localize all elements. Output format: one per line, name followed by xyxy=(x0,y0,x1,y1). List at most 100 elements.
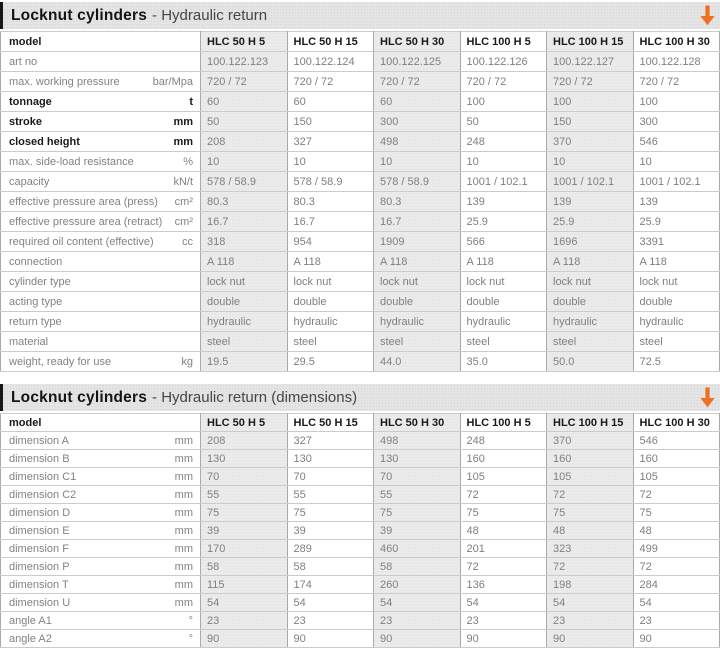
spec-value: 72 xyxy=(546,485,634,504)
spec-value: 208 xyxy=(200,431,288,450)
spec-row-unit: cm² xyxy=(174,215,193,228)
table-row: tonnage t 60 60 60 100 100 100 xyxy=(0,91,720,112)
table-row: return type hydraulic hydraulic hydraulic hy… xyxy=(0,311,720,332)
spec-row-label-cell: return type xyxy=(0,311,201,332)
spec-value: A 118 xyxy=(546,251,634,272)
table-row: weight, ready for use kg 19.5 29.5 44.0 35.0 5… xyxy=(0,351,720,372)
spec-value: 48 xyxy=(459,521,547,540)
spec-value: 566 xyxy=(459,231,547,252)
spec-row-label: dimension E xyxy=(9,524,70,537)
spec-value: 208 xyxy=(200,131,288,152)
spec-value: 327 xyxy=(286,131,374,152)
spec-value: 100.122.126 xyxy=(459,51,547,72)
spec-row-label: model xyxy=(9,35,42,48)
spec-row-label-cell: dimension D mm xyxy=(0,503,201,522)
spec-row-unit: mm xyxy=(174,452,193,465)
spec-value: 198 xyxy=(546,575,634,594)
download-arrow-icon[interactable] xyxy=(700,387,715,408)
model-column-header: HLC 50 H 5 xyxy=(200,31,288,52)
header-row: model HLC 50 H 5 HLC 50 H 15 HLC 50 H 30 HLC… xyxy=(0,413,720,432)
table-row: connection A 118 A 118 A 118 A 118 A 118 A 118 xyxy=(0,251,720,272)
table-row: capacity kN/t 578 / 58.9 578 / 58.9 578 / 58… xyxy=(0,171,720,192)
spec-row-label: material xyxy=(9,335,49,348)
spec-row-label-cell: dimension A mm xyxy=(0,431,201,450)
spec-row-label: dimension T xyxy=(9,578,69,591)
spec-value: 10 xyxy=(459,151,547,172)
table-row: dimension C2 mm 55 55 55 72 72 72 xyxy=(0,485,720,504)
pressure-spec-section: Locknut cylinders - Hydraulic return mod… xyxy=(0,2,720,372)
model-column-header: HLC 50 H 15 xyxy=(286,31,374,52)
download-arrow-icon[interactable] xyxy=(700,5,715,26)
dimensions-section: Locknut cylinders - Hydraulic return (di… xyxy=(0,384,720,648)
model-column-header: HLC 50 H 30 xyxy=(373,413,461,432)
spec-row-label: art no xyxy=(9,55,38,68)
table-row: effective pressure area (press) cm² 80.3 80… xyxy=(0,191,720,212)
model-column-header: HLC 50 H 30 xyxy=(373,31,461,52)
spec-value: A 118 xyxy=(200,251,288,272)
spec-value: 1696 xyxy=(546,231,634,252)
table-row: required oil content (effective) cc 318 954… xyxy=(0,231,720,252)
spec-row-label: closed height xyxy=(9,135,80,148)
section-title: Locknut cylinders xyxy=(11,6,148,24)
spec-value: 19.5 xyxy=(200,351,288,372)
dimensions-table-title-bar: Locknut cylinders - Hydraulic return (di… xyxy=(0,384,720,411)
spec-value: 248 xyxy=(459,131,547,152)
spec-value: A 118 xyxy=(373,251,461,272)
spec-row-label: angle A1 xyxy=(9,614,52,627)
spec-row-label-cell: effective pressure area (retract) cm² xyxy=(0,211,201,232)
spec-value: 75 xyxy=(200,503,288,522)
spec-row-unit: % xyxy=(183,155,193,168)
table-header: model HLC 50 H 5 HLC 50 H 15 HLC 50 H 30 HLC… xyxy=(0,413,720,432)
spec-value: 72 xyxy=(632,557,720,576)
table-row: max. working pressure bar/Mpa 720 / 72 720 … xyxy=(0,71,720,92)
table-row: material steel steel steel steel steel steel xyxy=(0,331,720,352)
spec-value: 10 xyxy=(546,151,634,172)
spec-value: 546 xyxy=(632,431,720,450)
spec-value: 72 xyxy=(459,557,547,576)
spec-value: 80.3 xyxy=(286,191,374,212)
spec-value: 720 / 72 xyxy=(546,71,634,92)
spec-value: 16.7 xyxy=(373,211,461,232)
table-row: dimension T mm 115 174 260 136 198 284 xyxy=(0,575,720,594)
pressure-spec-table: model HLC 50 H 5 HLC 50 H 15 HLC 50 H 30 HLC… xyxy=(0,31,720,372)
spec-value: 578 / 58.9 xyxy=(286,171,374,192)
spec-value: 75 xyxy=(459,503,547,522)
table-row: dimension C1 mm 70 70 70 105 105 105 xyxy=(0,467,720,486)
spec-value: 105 xyxy=(459,467,547,486)
section-subtitle: - Hydraulic return xyxy=(152,7,268,24)
spec-value: 39 xyxy=(286,521,374,540)
spec-value: steel xyxy=(632,331,720,352)
spec-value: 327 xyxy=(286,431,374,450)
spec-row-unit: mm xyxy=(174,560,193,573)
spec-value: 300 xyxy=(632,111,720,132)
spec-value: 23 xyxy=(546,611,634,630)
spec-row-unit: mm xyxy=(174,434,193,447)
table-row: stroke mm 50 150 300 50 150 300 xyxy=(0,111,720,132)
spec-value: 70 xyxy=(286,467,374,486)
spec-row-label-cell: dimension E mm xyxy=(0,521,201,540)
spec-value: 150 xyxy=(286,111,374,132)
table-row: effective pressure area (retract) cm² 16.7… xyxy=(0,211,720,232)
spec-row-label: effective pressure area (retract) xyxy=(9,215,163,228)
spec-value: 1001 / 102.1 xyxy=(632,171,720,192)
spec-row-label-cell: tonnage t xyxy=(0,91,201,112)
spec-value: 1001 / 102.1 xyxy=(459,171,547,192)
spec-row-unit: mm xyxy=(174,542,193,555)
spec-value: 50 xyxy=(459,111,547,132)
spec-row-unit: mm xyxy=(174,506,193,519)
spec-value: 70 xyxy=(373,467,461,486)
spec-row-label: dimension D xyxy=(9,506,71,519)
spec-row-label-cell: dimension U mm xyxy=(0,593,201,612)
model-column-header: HLC 100 H 30 xyxy=(632,413,720,432)
spec-value: 23 xyxy=(286,611,374,630)
spec-value: 100 xyxy=(632,91,720,112)
spec-value: steel xyxy=(546,331,634,352)
spec-value: 60 xyxy=(200,91,288,112)
spec-value: 39 xyxy=(373,521,461,540)
spec-value: double xyxy=(373,291,461,312)
spec-value: 720 / 72 xyxy=(373,71,461,92)
spec-value: 3391 xyxy=(632,231,720,252)
